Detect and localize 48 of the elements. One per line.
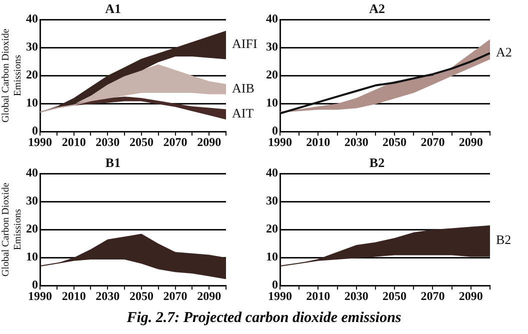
y-tick-label: 40 — [26, 166, 38, 180]
x-tick-label: 2010 — [306, 134, 330, 149]
x-tick-label: 2050 — [382, 288, 407, 303]
x-tick-label: 2050 — [382, 134, 407, 149]
x-tick-label: 2030 — [344, 288, 368, 303]
x-tick-label: 2050 — [129, 134, 154, 149]
x-tick-label: 2090 — [197, 288, 222, 303]
y-axis-title: Global Carbon Dioxide Emissions — [0, 182, 24, 277]
x-tick-label: 2050 — [129, 288, 154, 303]
y-tick-label: 10 — [266, 96, 278, 110]
y-axis-title: Global Carbon Dioxide Emissions — [0, 28, 24, 123]
x-tick-label: 2010 — [62, 288, 86, 303]
x-tick-label: 2010 — [62, 134, 86, 149]
series-label: A2 — [496, 44, 512, 60]
chart-title: B1 — [105, 155, 121, 170]
y-tick-label: 20 — [26, 68, 38, 82]
chart-title: A1 — [105, 1, 121, 16]
series-label: AIT — [232, 106, 254, 121]
x-tick-label: 2070 — [420, 134, 445, 149]
x-tick-label: 2030 — [344, 134, 368, 149]
x-tick-label: 2070 — [420, 288, 445, 303]
chart-title: B2 — [369, 155, 385, 170]
y-tick-label: 10 — [26, 96, 38, 110]
y-tick-label: 10 — [266, 250, 278, 264]
x-tick-label: 2090 — [458, 288, 483, 303]
x-tick-label: 2070 — [163, 134, 188, 149]
y-tick-label: 30 — [26, 194, 38, 208]
y-tick-label: 40 — [26, 12, 38, 26]
x-tick-label: 2010 — [306, 288, 330, 303]
x-tick-label: 2030 — [96, 134, 120, 149]
chart-title: A2 — [369, 1, 385, 16]
y-tick-label: 30 — [266, 40, 278, 54]
series-label: AIB — [232, 80, 255, 96]
y-tick-label: 30 — [26, 40, 38, 54]
series-label: AIFI — [232, 36, 258, 52]
x-tick-label: 2090 — [458, 134, 483, 149]
y-tick-label: 20 — [266, 222, 278, 236]
caption: Fig. 2.7: Projected carbon dioxide emissions — [126, 310, 402, 327]
y-tick-label: 10 — [26, 250, 38, 264]
y-tick-label: 30 — [266, 194, 278, 208]
y-tick-label: 20 — [26, 222, 38, 236]
x-tick-label: 2070 — [163, 288, 188, 303]
y-tick-label: 20 — [266, 68, 278, 82]
x-tick-label: 2030 — [96, 288, 120, 303]
series-label: B2 — [496, 232, 512, 248]
y-tick-label: 40 — [266, 12, 278, 26]
y-tick-label: 40 — [266, 166, 278, 180]
x-tick-label: 2090 — [197, 134, 222, 149]
